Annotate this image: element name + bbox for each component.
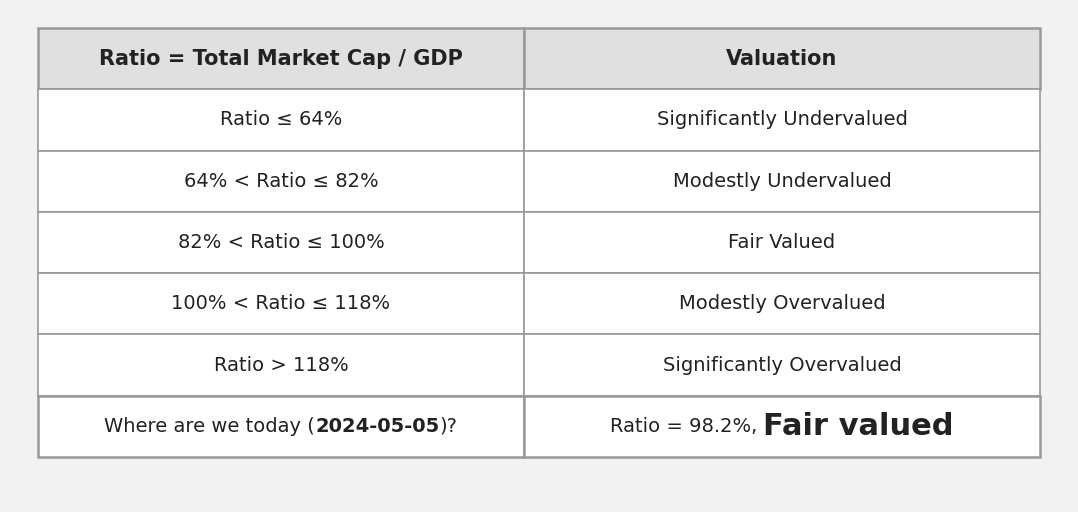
Text: Significantly Undervalued: Significantly Undervalued	[657, 111, 908, 130]
Text: Ratio ≤ 64%: Ratio ≤ 64%	[220, 111, 342, 130]
Text: Ratio = Total Market Cap / GDP: Ratio = Total Market Cap / GDP	[99, 49, 462, 69]
Text: Where are we today (: Where are we today (	[105, 417, 315, 436]
Text: Fair Valued: Fair Valued	[729, 233, 835, 252]
Bar	[38, 212, 524, 273]
Bar	[38, 89, 524, 151]
Bar	[38, 396, 524, 457]
Text: Ratio > 118%: Ratio > 118%	[213, 355, 348, 375]
Bar	[38, 334, 524, 396]
Bar	[524, 89, 1040, 151]
Bar	[524, 273, 1040, 334]
Text: Valuation: Valuation	[727, 49, 838, 69]
Bar	[524, 151, 1040, 212]
Bar	[524, 334, 1040, 396]
Text: Modestly Undervalued: Modestly Undervalued	[673, 172, 892, 190]
Text: )?: )?	[440, 417, 457, 436]
Text: 100% < Ratio ≤ 118%: 100% < Ratio ≤ 118%	[171, 294, 390, 313]
Bar	[524, 28, 1040, 89]
Bar	[38, 273, 524, 334]
Text: 2024-05-05: 2024-05-05	[315, 417, 440, 436]
Bar	[38, 151, 524, 212]
Text: Significantly Overvalued: Significantly Overvalued	[663, 355, 901, 375]
Text: 64% < Ratio ≤ 82%: 64% < Ratio ≤ 82%	[183, 172, 378, 190]
Bar	[38, 28, 524, 89]
Bar	[524, 396, 1040, 457]
Bar	[524, 212, 1040, 273]
Text: 82% < Ratio ≤ 100%: 82% < Ratio ≤ 100%	[178, 233, 385, 252]
Text: Ratio = 98.2%,: Ratio = 98.2%,	[610, 417, 763, 436]
Text: Modestly Overvalued: Modestly Overvalued	[679, 294, 885, 313]
Text: Fair valued: Fair valued	[763, 412, 954, 441]
